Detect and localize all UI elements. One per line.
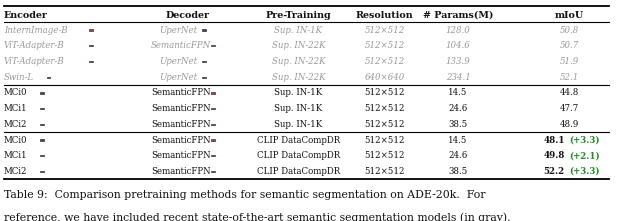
Text: SemanticFPN: SemanticFPN <box>151 104 210 113</box>
Bar <box>210 139 215 141</box>
Text: Encoder: Encoder <box>4 11 47 20</box>
Text: MCi0: MCi0 <box>4 135 27 145</box>
Text: MCi2: MCi2 <box>4 120 27 129</box>
Bar <box>89 29 93 31</box>
Text: (+3.3): (+3.3) <box>569 135 600 145</box>
Bar <box>47 76 51 78</box>
Bar <box>210 108 215 109</box>
Bar <box>89 45 93 46</box>
Bar <box>202 61 206 62</box>
Text: CLIP DataCompDR: CLIP DataCompDR <box>257 167 340 176</box>
Text: 512×512: 512×512 <box>365 41 405 50</box>
Bar <box>202 29 206 31</box>
Bar <box>40 92 44 93</box>
Text: SemanticFPN: SemanticFPN <box>151 151 210 160</box>
Text: Sup. IN-1K: Sup. IN-1K <box>274 120 322 129</box>
Text: 512×512: 512×512 <box>365 151 405 160</box>
Text: 512×512: 512×512 <box>365 120 405 129</box>
Bar <box>210 45 215 46</box>
Bar <box>40 171 44 172</box>
Text: MCi2: MCi2 <box>4 167 27 176</box>
Text: Resolution: Resolution <box>356 11 413 20</box>
Text: 512×512: 512×512 <box>365 167 405 176</box>
Text: 52.2: 52.2 <box>544 167 564 176</box>
Text: InternImage-B: InternImage-B <box>4 25 68 34</box>
Text: (+3.3): (+3.3) <box>569 167 600 176</box>
Text: 512×512: 512×512 <box>365 135 405 145</box>
Text: 51.9: 51.9 <box>560 57 579 66</box>
Text: Table 9:  Comparison pretraining methods for semantic segmentation on ADE-20k.  : Table 9: Comparison pretraining methods … <box>4 190 485 200</box>
Text: 38.5: 38.5 <box>449 120 468 129</box>
Text: 14.5: 14.5 <box>448 135 468 145</box>
Bar <box>40 155 44 156</box>
Text: Swin-L: Swin-L <box>4 73 34 82</box>
Text: mIoU: mIoU <box>555 11 584 20</box>
Text: 14.5: 14.5 <box>448 88 468 97</box>
Bar <box>89 61 93 62</box>
Text: 512×512: 512×512 <box>365 57 405 66</box>
Text: SemanticFPN: SemanticFPN <box>151 88 210 97</box>
Text: 48.1: 48.1 <box>544 135 565 145</box>
Text: # Params(M): # Params(M) <box>423 11 493 20</box>
Text: SemanticFPN: SemanticFPN <box>151 135 210 145</box>
Text: 512×512: 512×512 <box>365 88 405 97</box>
Text: reference, we have included recent state-of-the-art semantic segmentation models: reference, we have included recent state… <box>4 212 510 221</box>
Text: Sup. IN-22K: Sup. IN-22K <box>272 73 325 82</box>
Text: SemanticFPN: SemanticFPN <box>151 41 211 50</box>
Bar <box>210 171 215 172</box>
Text: 234.1: 234.1 <box>446 73 470 82</box>
Text: (+2.1): (+2.1) <box>569 151 600 160</box>
Text: 47.7: 47.7 <box>560 104 579 113</box>
Text: 512×512: 512×512 <box>365 104 405 113</box>
Text: 512×512: 512×512 <box>365 25 405 34</box>
Text: Sup. IN-22K: Sup. IN-22K <box>272 41 325 50</box>
Text: 52.1: 52.1 <box>560 73 579 82</box>
Text: SemanticFPN: SemanticFPN <box>151 167 210 176</box>
Text: Pre-Training: Pre-Training <box>265 11 331 20</box>
Text: MCi1: MCi1 <box>4 104 27 113</box>
Bar <box>40 139 44 141</box>
Text: Sup. IN-1K: Sup. IN-1K <box>274 25 322 34</box>
Text: CLIP DataCompDR: CLIP DataCompDR <box>257 135 340 145</box>
Text: Sup. IN-1K: Sup. IN-1K <box>274 104 322 113</box>
Bar <box>40 124 44 125</box>
Text: Sup. IN-22K: Sup. IN-22K <box>272 57 325 66</box>
Text: 38.5: 38.5 <box>449 167 468 176</box>
Text: ViT-Adapter-B: ViT-Adapter-B <box>4 41 64 50</box>
Bar <box>202 76 206 78</box>
Text: 104.6: 104.6 <box>446 41 470 50</box>
Text: CLIP DataCompDR: CLIP DataCompDR <box>257 151 340 160</box>
Text: 24.6: 24.6 <box>449 151 468 160</box>
Text: UperNet: UperNet <box>159 57 197 66</box>
Text: 50.8: 50.8 <box>560 25 579 34</box>
Text: MCi0: MCi0 <box>4 88 27 97</box>
Text: 44.8: 44.8 <box>560 88 579 97</box>
Text: UperNet: UperNet <box>159 25 197 34</box>
Text: 48.9: 48.9 <box>560 120 579 129</box>
Text: 49.8: 49.8 <box>544 151 565 160</box>
Text: 640×640: 640×640 <box>365 73 405 82</box>
Text: Decoder: Decoder <box>165 11 209 20</box>
Text: UperNet: UperNet <box>159 73 197 82</box>
Bar <box>40 108 44 109</box>
Text: SemanticFPN: SemanticFPN <box>151 120 210 129</box>
Text: 133.9: 133.9 <box>446 57 470 66</box>
Bar <box>210 155 215 156</box>
Bar <box>210 124 215 125</box>
Text: Sup. IN-1K: Sup. IN-1K <box>274 88 322 97</box>
Text: MCi1: MCi1 <box>4 151 27 160</box>
Text: ViT-Adapter-B: ViT-Adapter-B <box>4 57 64 66</box>
Text: 24.6: 24.6 <box>449 104 468 113</box>
Text: 128.0: 128.0 <box>446 25 470 34</box>
Text: 50.7: 50.7 <box>560 41 579 50</box>
Bar <box>210 92 215 93</box>
